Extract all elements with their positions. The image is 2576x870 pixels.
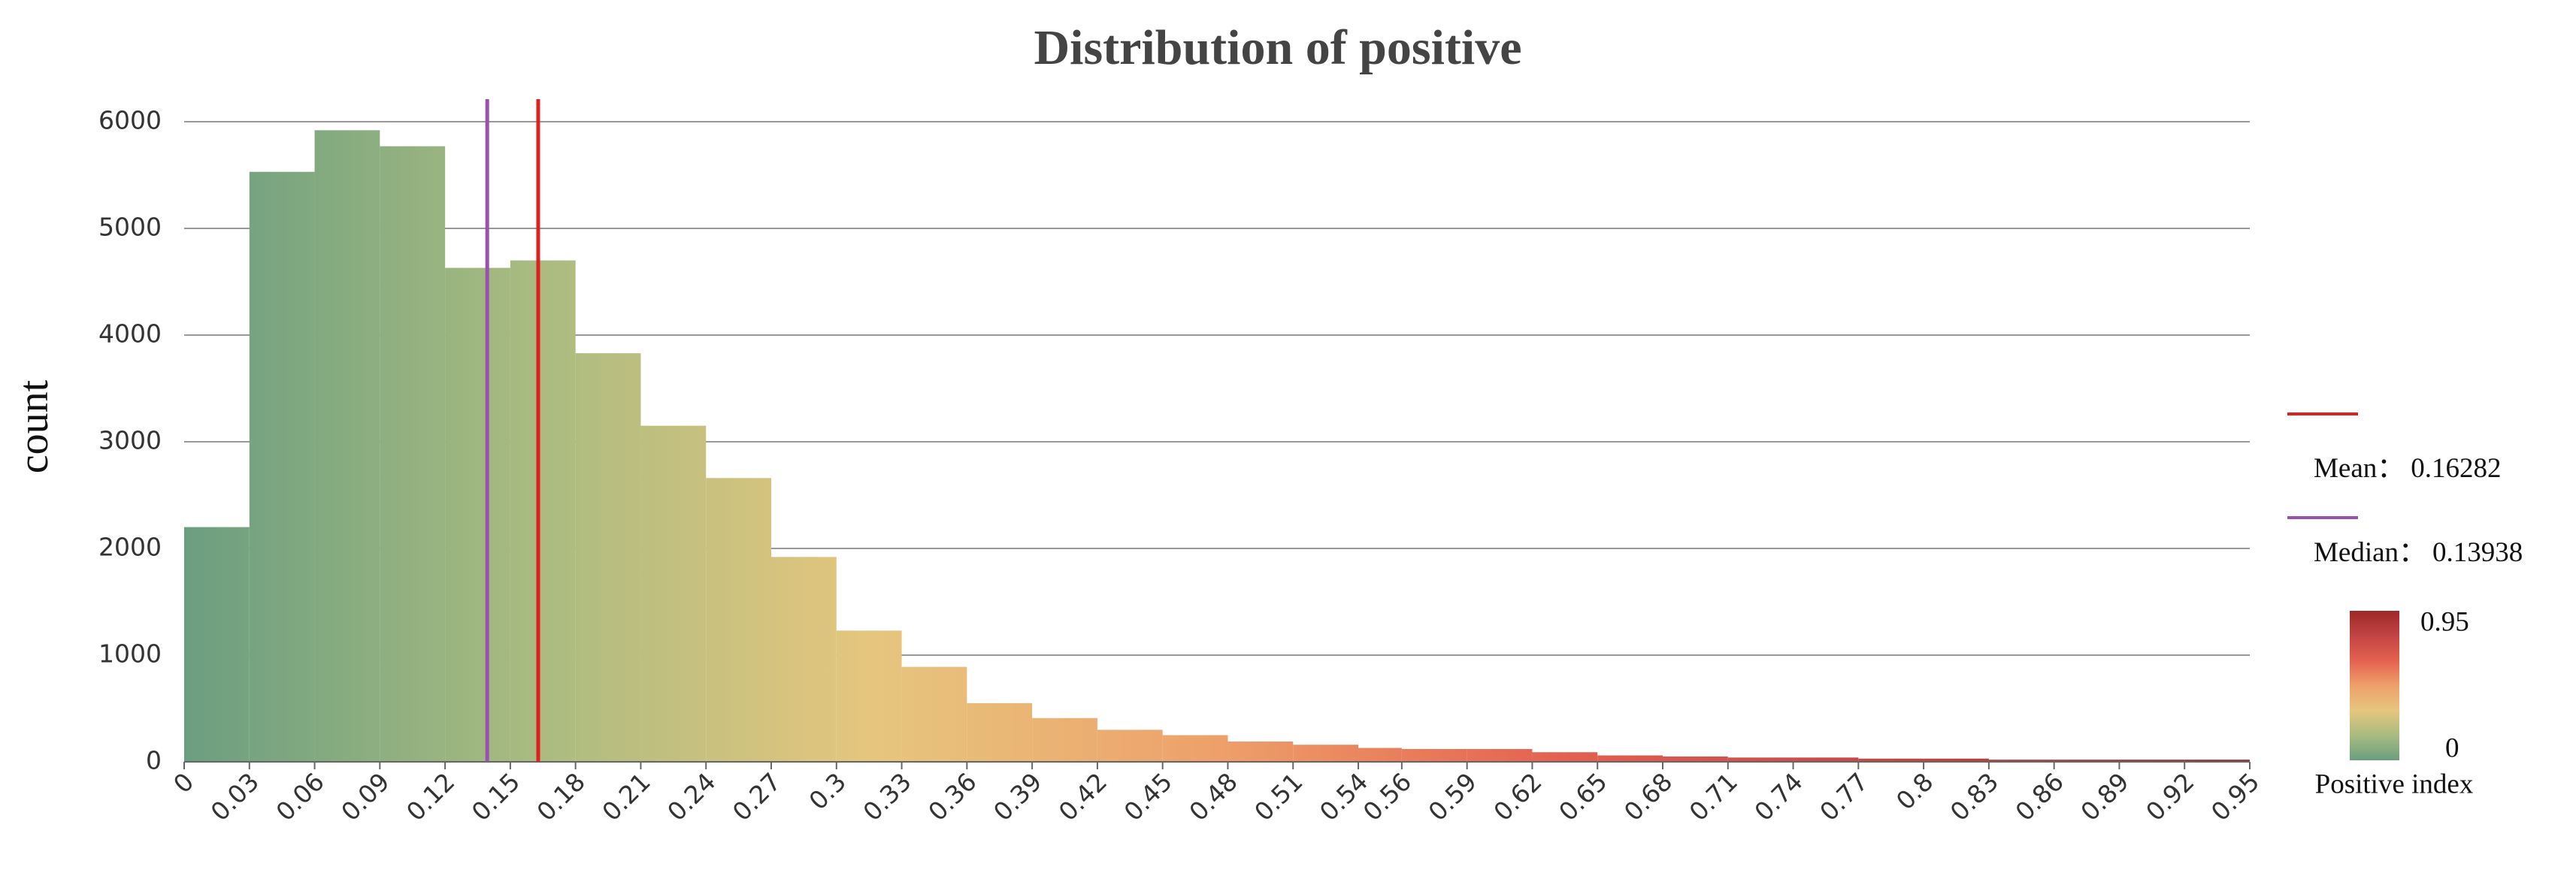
histogram-bar (1227, 742, 1294, 762)
x-tick-label: 0.42 (1053, 767, 1113, 827)
histogram-bar (1532, 752, 1598, 762)
x-tick-label: 0.8 (1890, 767, 1939, 816)
x-tick-label: 0.45 (1118, 767, 1179, 827)
median-legend-name: Median： (2314, 537, 2426, 568)
histogram-bar (836, 630, 902, 762)
mean-legend-label: Mean： 0.16282 (2314, 453, 2502, 484)
histogram-bar (1032, 717, 1097, 762)
x-tick-label: 0.3 (803, 767, 852, 816)
x-tick-label: 0.24 (661, 767, 722, 827)
histogram-bar (1793, 757, 1859, 762)
histogram-bar (1924, 758, 1989, 762)
x-tick-label: 0.71 (1684, 767, 1744, 827)
histogram-bar (706, 478, 772, 762)
x-tick-label: 0.18 (531, 767, 592, 827)
x-tick-label: 0.74 (1748, 767, 1809, 827)
histogram-bar (575, 353, 641, 762)
histogram-bar (2119, 760, 2185, 762)
x-tick-label: 0.39 (988, 767, 1048, 827)
histogram-bar (2054, 760, 2120, 762)
y-axis-label: count (11, 379, 57, 473)
histogram-bar (1293, 745, 1359, 762)
x-tick-label: 0.27 (727, 767, 787, 827)
histogram-bar (2184, 760, 2250, 762)
x-tick-label: 0.12 (401, 767, 461, 827)
colorbar-title: Positive index (2315, 769, 2474, 799)
x-tick-label: 0.62 (1488, 767, 1548, 827)
histogram-bar (1727, 757, 1794, 762)
x-tick-label: 0.51 (1249, 767, 1309, 827)
histogram-bar (1097, 730, 1163, 762)
histogram-bar (771, 557, 837, 762)
x-tick-label: 0 (168, 767, 199, 799)
x-tick-label: 0.54 (1314, 767, 1374, 827)
colorbar-min: 0 (2445, 733, 2459, 763)
x-tick-label: 0.48 (1183, 767, 1243, 827)
mean-legend-name: Mean： (2314, 453, 2405, 484)
x-tick-label: 0.15 (466, 767, 526, 827)
histogram-bar (1597, 755, 1663, 762)
x-tick-label: 0.83 (1945, 767, 2005, 827)
x-tick-label: 0.21 (596, 767, 656, 827)
colorbar-max: 0.95 (2420, 606, 2469, 637)
x-tick-label: 0.59 (1422, 767, 1482, 827)
y-tick-label: 5000 (98, 213, 162, 242)
x-tick-label: 0.09 (335, 767, 395, 827)
median-legend-label: Median： 0.13938 (2314, 537, 2523, 568)
histogram-bar (380, 146, 446, 762)
y-tick-label: 4000 (98, 319, 162, 349)
histogram-bar (1467, 748, 1533, 762)
x-tick-label: 0.65 (1553, 767, 1613, 827)
histogram-bar (901, 666, 967, 762)
x-tick-label: 0.03 (205, 767, 265, 827)
histogram-bar (1988, 760, 2054, 762)
x-tick-label: 0.68 (1618, 767, 1678, 827)
x-tick-label: 0.77 (1814, 767, 1874, 827)
histogram-bar (249, 171, 315, 763)
histogram-bar (445, 267, 510, 762)
histogram-bar (314, 130, 380, 763)
histogram-bar (184, 527, 250, 762)
histogram-bar (510, 260, 576, 763)
x-tick-label: 0.36 (922, 767, 982, 827)
x-tick-label: 0.95 (2205, 767, 2266, 827)
histogram-bar (1662, 756, 1728, 762)
y-tick-label: 2000 (98, 533, 162, 562)
x-tick-label: 0.06 (270, 767, 330, 827)
histogram-bar (1358, 748, 1402, 762)
y-tick-label: 3000 (98, 426, 162, 455)
y-tick-label: 1000 (98, 639, 162, 669)
x-tick-label: 0.89 (2075, 767, 2135, 827)
x-tick-label: 0.86 (2009, 767, 2069, 827)
median-legend-value: 0.13938 (2432, 537, 2523, 568)
x-tick-label: 0.92 (2140, 767, 2200, 827)
histogram-bar (967, 702, 1033, 762)
x-tick-label: 0.56 (1358, 767, 1418, 827)
histogram-bar (1162, 735, 1228, 762)
x-tick-label: 0.33 (857, 767, 917, 827)
y-tick-label: 6000 (98, 106, 162, 135)
histogram-bar (1401, 748, 1467, 762)
histogram-bar (640, 425, 707, 762)
colorbar (2350, 611, 2399, 760)
mean-legend-value: 0.16282 (2411, 453, 2501, 484)
chart-title: Distribution of positive (1034, 20, 1521, 75)
histogram-bar (1858, 758, 1924, 762)
y-tick-label: 0 (146, 746, 162, 775)
